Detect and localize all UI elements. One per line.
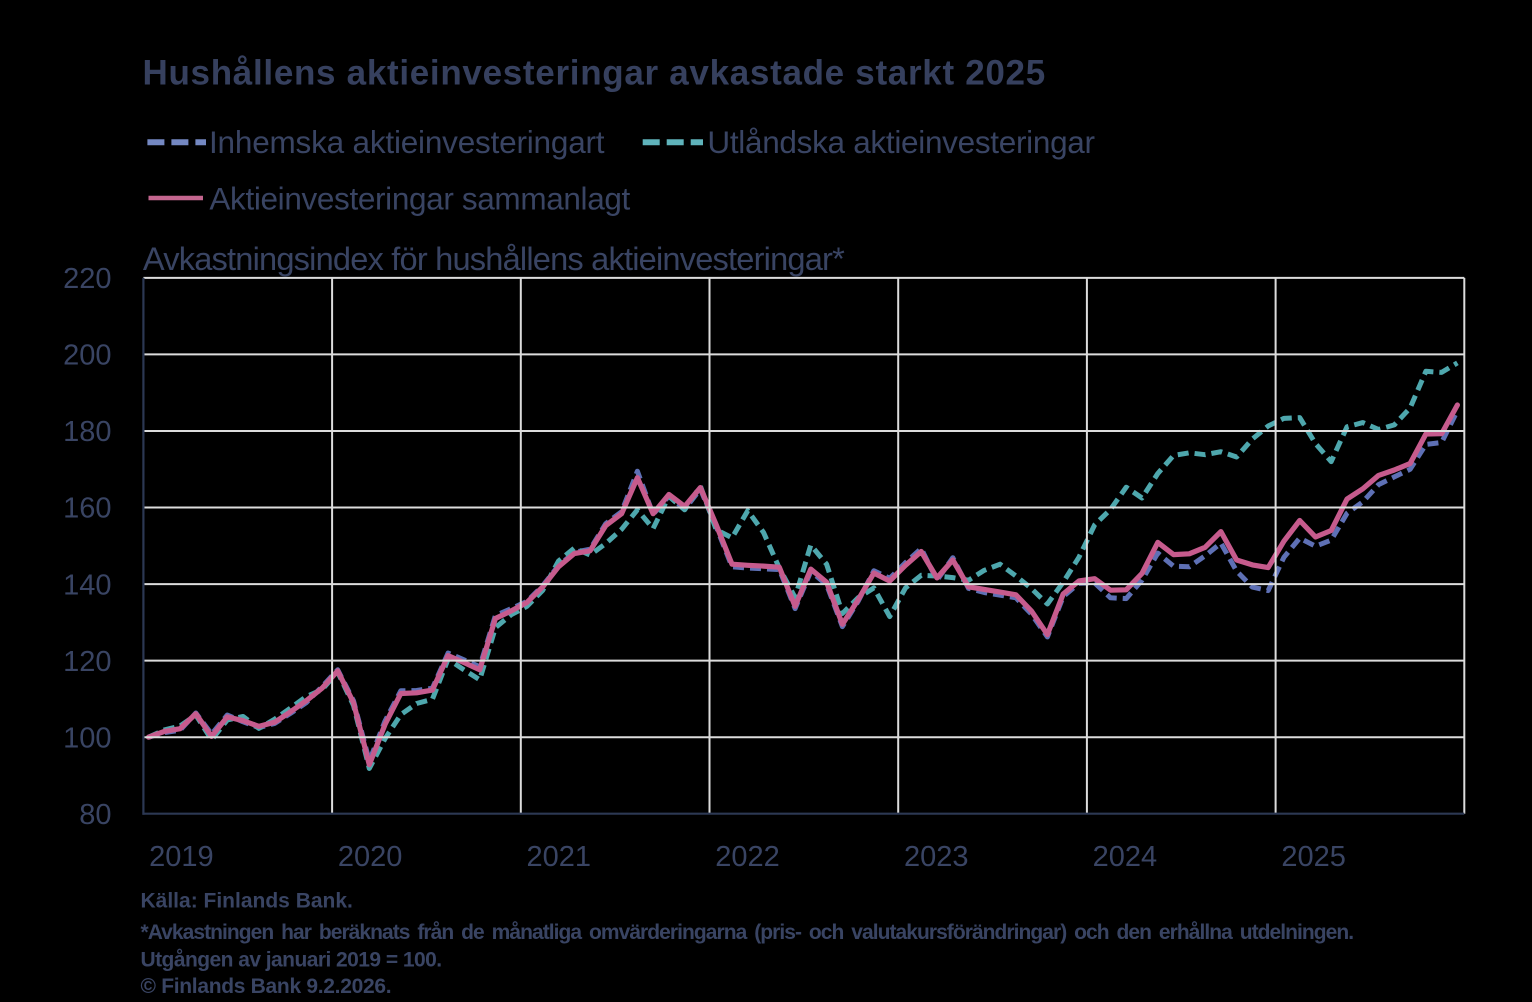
svg-text:Aktieinvesteringar sammanlagt: Aktieinvesteringar sammanlagt (209, 181, 630, 217)
svg-text:Avkastningsindex för hushållen: Avkastningsindex för hushållens aktieinv… (143, 240, 845, 277)
svg-text:80: 80 (79, 799, 111, 831)
svg-text:2019: 2019 (149, 841, 214, 873)
svg-text:140: 140 (63, 569, 111, 601)
svg-text:160: 160 (63, 493, 111, 525)
svg-text:Hushållens aktieinvesteringar: Hushållens aktieinvesteringar avkastade … (143, 53, 1046, 92)
svg-text:120: 120 (63, 646, 111, 678)
svg-text:© Finlands Bank 9.2.2026.: © Finlands Bank 9.2.2026. (141, 975, 392, 998)
svg-text:*Avkastningen har beräknats fr: *Avkastningen har beräknats från de måna… (141, 921, 1354, 944)
svg-text:200: 200 (63, 340, 111, 372)
svg-text:100: 100 (63, 722, 111, 754)
svg-text:Utgången av januari 2019 = 100: Utgången av januari 2019 = 100. (141, 949, 442, 972)
svg-text:220: 220 (63, 263, 111, 295)
svg-text:2022: 2022 (715, 841, 780, 873)
svg-text:Utlåndska aktieinvesteringar: Utlåndska aktieinvesteringar (707, 124, 1094, 160)
svg-text:2023: 2023 (904, 841, 969, 873)
svg-text:Inhemska aktieinvesteringart: Inhemska aktieinvesteringart (209, 124, 605, 160)
svg-text:2024: 2024 (1093, 841, 1158, 873)
svg-text:2020: 2020 (338, 841, 403, 873)
svg-text:Källa: Finlands Bank.: Källa: Finlands Bank. (141, 890, 353, 913)
svg-text:2025: 2025 (1281, 841, 1346, 873)
svg-text:180: 180 (63, 416, 111, 448)
svg-text:2021: 2021 (527, 841, 592, 873)
